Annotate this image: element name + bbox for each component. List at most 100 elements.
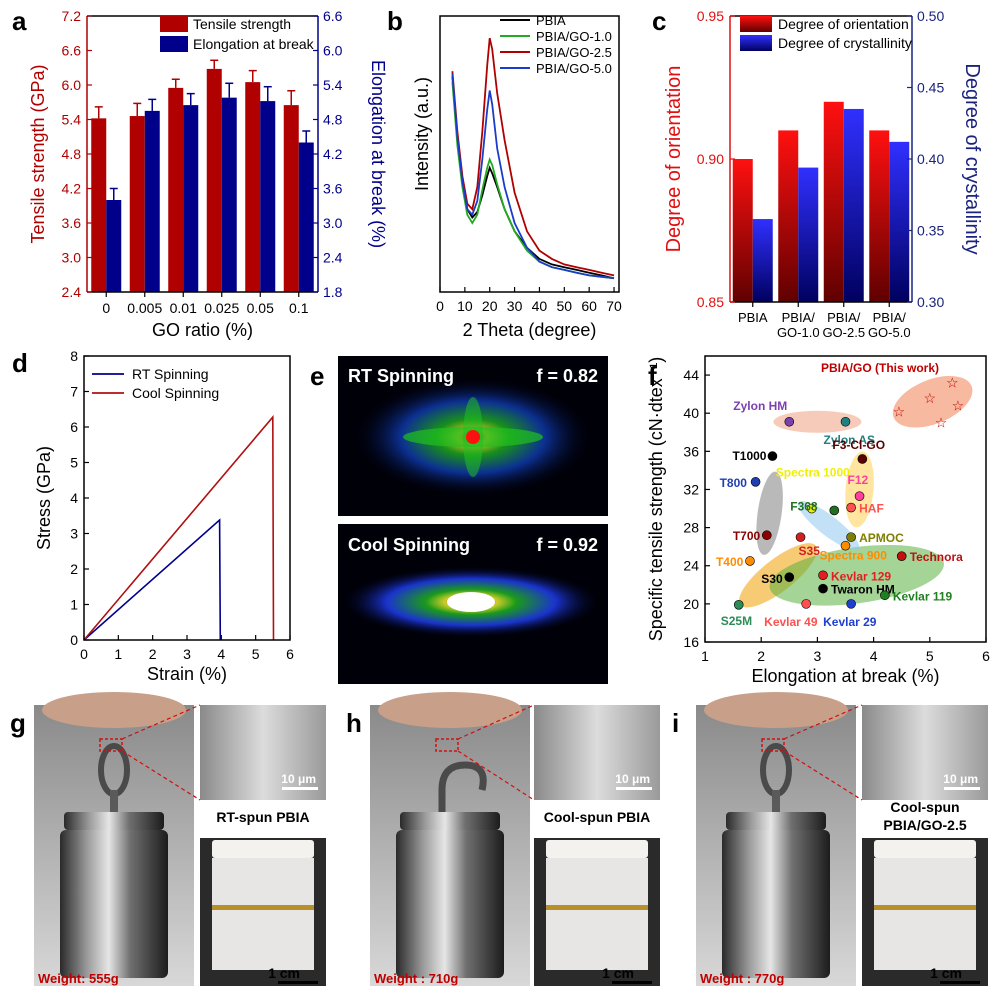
- y-tick-label-right: 6.6: [323, 8, 343, 24]
- marker-spectra-1000: [806, 503, 817, 514]
- group-ellipse-zylon: [773, 410, 862, 433]
- photo-hook-stem: [110, 790, 118, 812]
- point-label: T400: [716, 555, 744, 569]
- y-tick-label: 40: [683, 405, 699, 421]
- bar-tensile-strength: [91, 118, 107, 292]
- bar-elongation: [221, 97, 237, 293]
- y-axis-label: Intensity (a.u.): [412, 77, 432, 191]
- group-ellipse-pbia-go: [892, 375, 973, 428]
- panel-letter-f: f: [648, 361, 657, 391]
- marker-kevlar-49: [801, 599, 811, 609]
- y-axis-label-right: Elongation at break (%): [368, 60, 388, 248]
- legend-swatch-crystallinity: [740, 35, 772, 51]
- zoom-line-top: [783, 704, 863, 740]
- photo-fiber-marker: [761, 738, 785, 752]
- sem-scale-bar: [944, 787, 980, 790]
- group-ellipse-spectra: [798, 501, 860, 551]
- marker-s25m: [733, 600, 744, 610]
- marker-twaron-hm: [818, 583, 828, 594]
- y-tick-label: 0: [70, 632, 78, 648]
- panel-d: d RT Spinning Cool Spinning 0 1 2 3 4 5 6 0 1 2 3 4 5 6…: [12, 348, 294, 684]
- f-plot: T1000 T800 T700 T400 S25M S30 S35 Zylon HM Zylon…: [646, 355, 990, 686]
- x-tick-label: 20: [482, 298, 498, 314]
- xrd-curve: [451, 82, 615, 280]
- marker-t400: [745, 556, 755, 566]
- zoom-line-bottom: [457, 750, 535, 801]
- panel-letter-d: d: [12, 348, 28, 378]
- y-tick-label: 36: [683, 443, 699, 459]
- x-tick-label: 4: [870, 648, 878, 664]
- marker-haf: [846, 502, 856, 513]
- panel-c: c PBIA PBIA/GO-1.0PBIA/GO-2.5PBIA/GO-5.00…: [652, 6, 983, 340]
- marker-kevlar-119: [880, 590, 890, 601]
- x-axis-label: 2 Theta (degree): [463, 320, 597, 340]
- legend-swatch-tensile: [160, 16, 188, 32]
- y-tick-label-right: 4.8: [323, 112, 343, 128]
- point-label: Kevlar 29: [823, 615, 877, 629]
- bar-elongation: [260, 101, 276, 292]
- bar-orientation: [823, 101, 844, 302]
- point-label: Kevlar 129: [831, 569, 891, 583]
- bar-tensile-strength: [283, 105, 299, 292]
- y-tick-label: 32: [683, 481, 699, 497]
- x-tick-label: 0: [436, 298, 444, 314]
- photo-hook-stem: [772, 790, 780, 812]
- point-label: Kevlar 119: [893, 589, 953, 603]
- plot-frame: [439, 15, 620, 293]
- panel-f: f T1000 T800 T700 T400 S25M S30 S35 Zylon HM Zyl…: [646, 355, 990, 686]
- x-tick-label: 4: [217, 646, 225, 662]
- y-tick-label-left: 7.2: [62, 8, 82, 24]
- y-tick-label-left: 3.0: [62, 250, 82, 266]
- y-tick-label: 20: [683, 596, 699, 612]
- plot-frame: [704, 355, 987, 643]
- photo-caption-line2: PBIA/GO-2.5: [883, 817, 966, 833]
- sem-image: [200, 705, 326, 800]
- bar-tensile-strength: [129, 116, 145, 292]
- zoom-line-bottom: [121, 750, 201, 801]
- marker-zylon-hm: [784, 416, 795, 427]
- photo-panel-h: h 10 μm Cool-spun PBIA 1 cm Weight : 710g: [346, 692, 660, 986]
- spool-fiber-band: [874, 905, 976, 910]
- marker-this-work: ☆: [935, 415, 948, 431]
- legend-label: Cool Spinning: [132, 385, 219, 401]
- spool-scale-label: 1 cm: [268, 965, 300, 981]
- y-tick-label: 24: [683, 558, 699, 574]
- y-tick-label: 5: [70, 455, 78, 471]
- y-tick-label-left: 6.0: [62, 77, 82, 93]
- legend-swatch-orientation: [740, 16, 772, 32]
- point-label: Spectra 1000: [776, 466, 850, 480]
- point-label: F12: [848, 473, 869, 487]
- legend-label-tensile: Tensile strength: [193, 16, 291, 32]
- xrd-rt-title: RT Spinning: [348, 366, 454, 386]
- xrd-rt-f: f = 0.82: [536, 366, 598, 386]
- y-tick-label-right: 3.0: [323, 215, 343, 231]
- sem-scale-label: 10 μm: [281, 772, 316, 786]
- point-label: S35: [799, 544, 821, 558]
- photo-panel-i: i 10 μm Cool-spun PBIA/GO-2.5 1 cm Weight : 7…: [672, 692, 988, 986]
- y-tick-label-left: 0.95: [697, 8, 724, 24]
- photo-weight-cap: [64, 812, 164, 830]
- y-tick-label-right: 1.8: [323, 284, 343, 300]
- y-tick-label-left: 0.90: [697, 151, 724, 167]
- spool-scale-label: 1 cm: [930, 965, 962, 981]
- panel-letter-e: e: [310, 361, 324, 391]
- bar-elongation: [106, 200, 122, 292]
- photo-hand: [42, 692, 186, 728]
- legend-label-crystallinity: Degree of crystallinity: [778, 35, 912, 51]
- spool-top-flange: [874, 840, 976, 858]
- bar-elongation: [144, 110, 160, 292]
- legend-label-elongation: Elongation at break: [193, 36, 315, 52]
- point-label: APMOC: [859, 531, 904, 545]
- x-tick-label: 0.01: [170, 300, 197, 316]
- marker-spectra-900: [840, 540, 851, 551]
- x-tick-label: GO-2.5: [822, 325, 865, 340]
- marker-t700: [762, 530, 772, 541]
- marker-f3-cl-go: [857, 454, 868, 464]
- x-tick-label: 3: [183, 646, 191, 662]
- photo-weight-body: [396, 830, 504, 978]
- bar-orientation: [732, 159, 753, 302]
- x-tick-label: PBIA/: [873, 310, 907, 325]
- marker-this-work: ☆: [924, 390, 937, 406]
- photo-weight-cap: [400, 812, 500, 830]
